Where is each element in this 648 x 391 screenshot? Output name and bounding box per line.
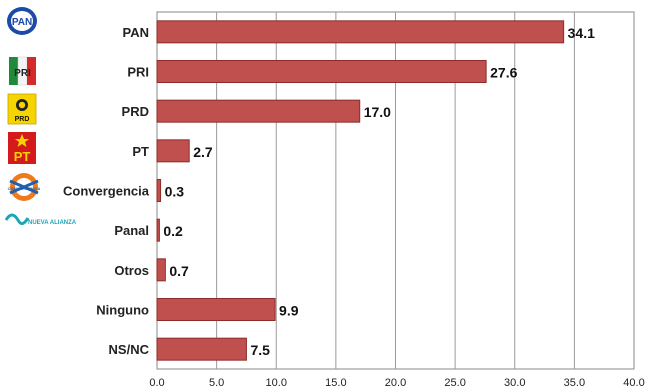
data-label: 27.6 [490, 65, 517, 81]
category-label: NS/NC [109, 342, 150, 357]
x-tick-label: 30.0 [504, 377, 525, 389]
pri-logo-icon: PRI [9, 56, 36, 86]
x-tick-label: 25.0 [444, 377, 465, 389]
bar-ns-nc [156, 337, 247, 361]
data-label: 2.7 [193, 144, 213, 160]
x-tick-label: 35.0 [564, 377, 585, 389]
data-label: 0.3 [165, 184, 185, 200]
nueva-alianza-logo-text: NUEVA ALIANZA [28, 220, 77, 226]
x-axis-ticks: 0.0 5.0 10.0 15.0 20.0 25.0 30.0 35.0 40.0 [149, 377, 644, 389]
category-label: Panal [114, 223, 149, 238]
bar-pri [156, 60, 487, 83]
category-label: PAN [123, 25, 149, 40]
category-label: Otros [114, 263, 149, 278]
data-label: 0.7 [169, 263, 189, 279]
category-label: PT [132, 144, 149, 159]
x-tick-label: 15.0 [325, 377, 346, 389]
pan-logo-text: PAN [12, 17, 32, 28]
bar-panal [156, 218, 160, 242]
pan-logo-icon: PAN [7, 7, 37, 35]
x-tick-label: 5.0 [209, 377, 224, 389]
x-tick-label: 20.0 [385, 377, 406, 389]
bars [156, 20, 565, 361]
bar-ninguno [156, 298, 276, 321]
x-tick-label: 0.0 [149, 377, 164, 389]
bar-pan [156, 20, 565, 44]
data-label: 34.1 [568, 25, 595, 41]
data-label: 9.9 [279, 303, 299, 319]
x-tick-label: 10.0 [266, 377, 287, 389]
category-label: Ninguno [96, 303, 149, 318]
bar-otros [156, 258, 166, 282]
bar-convergencia [156, 179, 162, 202]
data-label: 0.2 [163, 223, 183, 239]
nueva-alianza-logo-icon: NUEVA ALIANZA [4, 213, 77, 226]
convergencia-logo-text: CONVERGENCIA [8, 186, 41, 191]
category-label: PRD [122, 104, 149, 119]
data-label: 17.0 [364, 104, 391, 120]
category-label: PRI [127, 65, 149, 80]
data-label: 7.5 [250, 342, 270, 358]
bar-prd [156, 99, 361, 123]
pt-logo-text: PT [14, 149, 31, 164]
x-tick-label: 40.0 [623, 377, 644, 389]
pri-logo-text: PRI [14, 68, 31, 79]
category-label: Convergencia [63, 184, 150, 199]
labels: PAN 34.1 PRI 27.6 PRD 17.0 PT 2.7 Convergencia 0.… [63, 25, 595, 358]
pt-logo-icon: PT [8, 132, 36, 164]
prd-logo-icon: PRD [7, 93, 37, 125]
prd-logo-text: PRD [15, 116, 30, 123]
convergencia-logo-icon: CONVERGENCIA [8, 173, 41, 201]
bar-pt [156, 139, 190, 163]
